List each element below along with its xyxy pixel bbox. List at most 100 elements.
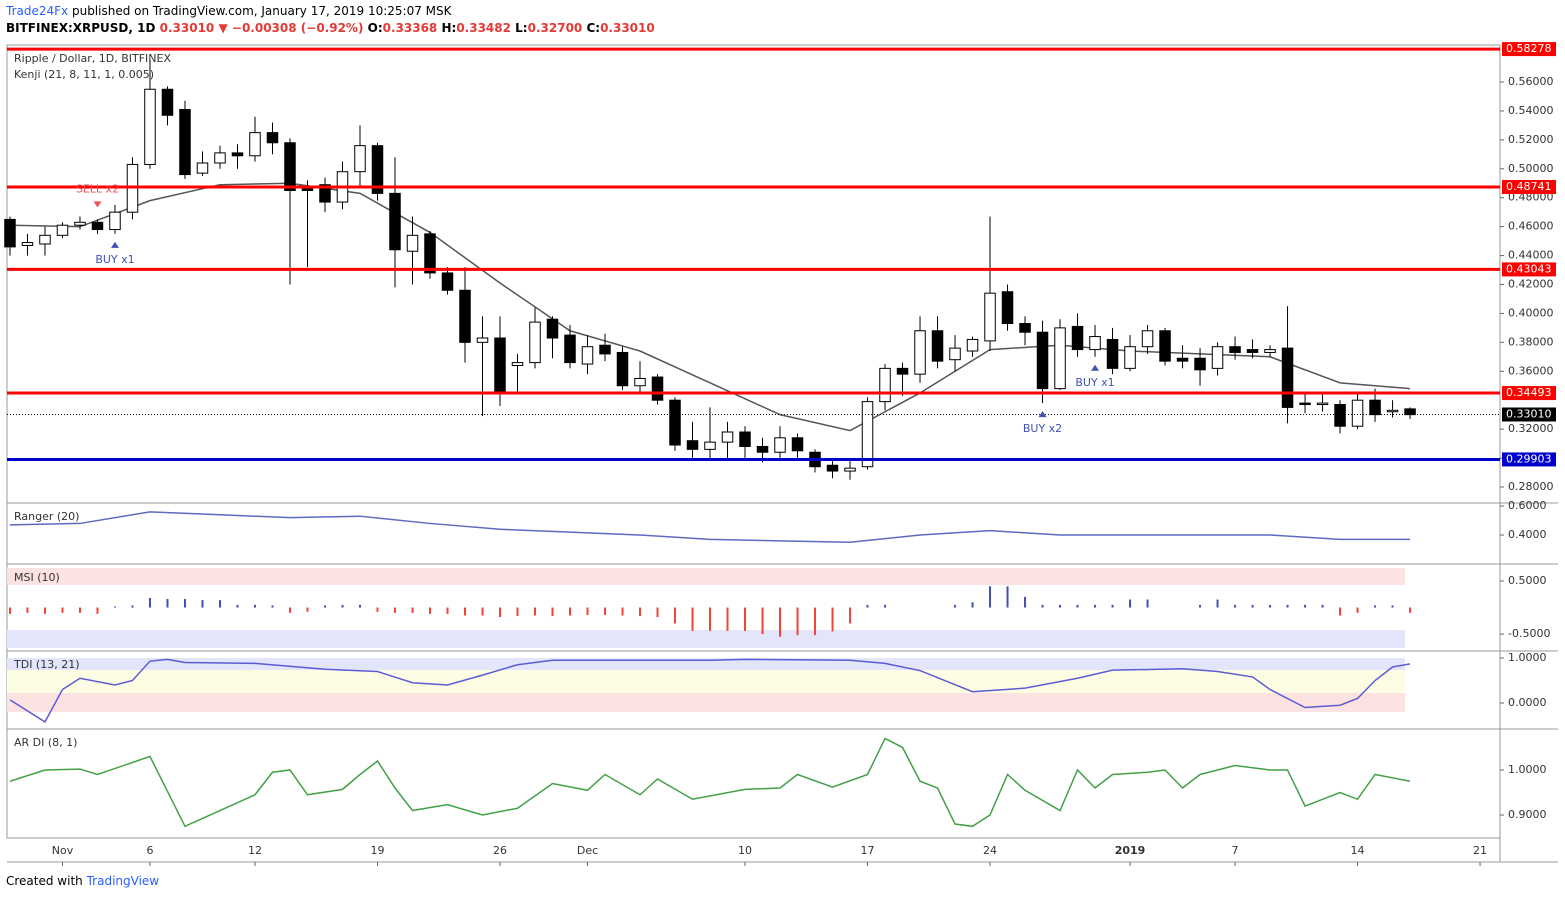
y-tick-label: 0.54000 <box>1508 104 1554 117</box>
signal-arrow <box>1091 364 1100 371</box>
histogram-bar <box>1024 596 1027 608</box>
histogram-bar <box>796 607 799 636</box>
candle-body <box>1316 402 1329 406</box>
x-tick-label: 17 <box>861 844 875 857</box>
low: 0.32700 <box>527 21 583 35</box>
published: published on TradingView.com, January 17… <box>71 4 452 18</box>
y-tick-label: 0.36000 <box>1508 364 1554 377</box>
candle-body <box>739 431 751 447</box>
y-tick-label: 0.50000 <box>1508 162 1554 175</box>
candle-body <box>4 218 16 248</box>
symbol: BITFINEX:XRPUSD, 1D <box>6 21 156 35</box>
histogram-bar <box>1216 599 1219 608</box>
candle-body <box>686 440 699 450</box>
candle-body <box>441 272 454 291</box>
x-tick-label: 2019 <box>1115 844 1146 857</box>
candle-body <box>109 211 121 231</box>
level-tag <box>1502 180 1556 195</box>
candle-body <box>896 367 909 375</box>
histogram-bar <box>761 607 764 635</box>
histogram-bar <box>604 607 607 615</box>
histogram-bar <box>709 607 712 631</box>
threshold-band <box>7 658 1405 670</box>
histogram-bar <box>1234 604 1237 608</box>
price: 0.33010 <box>159 21 215 35</box>
threshold-band <box>7 568 1405 585</box>
panel-title: TDI (13, 21) <box>13 658 80 671</box>
candle-body <box>1299 402 1311 406</box>
candle-body <box>581 346 594 365</box>
y-tick-label: 0.52000 <box>1508 133 1554 146</box>
histogram-bar <box>8 607 11 614</box>
y-tick-label: 0.38000 <box>1508 335 1554 348</box>
y-tick-label: 0.4000 <box>1508 528 1547 541</box>
y-tick-label: -0.5000 <box>1508 627 1550 640</box>
histogram-bar <box>726 607 729 631</box>
histogram-bar <box>534 607 537 616</box>
change: −0.00308 (−0.92%) <box>231 21 364 35</box>
indicator-line <box>9 511 1411 544</box>
symbol-line: BITFINEX:XRPUSD, 1D 0.33010 ▼ −0.00308 (… <box>6 21 655 35</box>
histogram-bar <box>1374 605 1377 608</box>
candle-body <box>1054 327 1066 390</box>
candle-body <box>704 441 716 450</box>
brand[interactable]: Trade24Fx <box>6 4 69 18</box>
footer-brand[interactable]: TradingView <box>86 874 160 888</box>
histogram-bar <box>586 607 589 615</box>
candle-body <box>424 233 436 274</box>
candle-body <box>389 192 401 251</box>
candle-body <box>774 437 786 453</box>
c-label: C: <box>586 21 601 35</box>
histogram-bar <box>971 602 974 608</box>
histogram-bar <box>376 607 379 612</box>
histogram-bar <box>1146 599 1149 608</box>
footer: Created with TradingView <box>6 874 159 888</box>
candle-body <box>1246 349 1259 353</box>
y-tick-label: 0.44000 <box>1508 249 1554 262</box>
signal-arrow <box>1038 411 1047 418</box>
y-tick-label: 0.56000 <box>1508 75 1554 88</box>
candle-body <box>669 399 681 446</box>
panel-title: Ranger (20) <box>14 510 79 523</box>
candle-body <box>529 321 541 364</box>
publish-line: Trade24Fx published on TradingView.com, … <box>6 4 452 18</box>
candle-body <box>1386 409 1399 413</box>
histogram-bar <box>183 599 186 608</box>
candle-body <box>966 338 979 352</box>
candle-body <box>74 221 86 226</box>
candle-body <box>91 221 104 231</box>
x-tick-label: Nov <box>52 844 74 857</box>
level-tag <box>1502 42 1556 57</box>
signal-label: SELL x2 <box>76 182 119 195</box>
histogram-bar <box>1059 604 1062 608</box>
histogram-bar <box>481 607 484 616</box>
candle-body <box>984 292 996 342</box>
histogram-bar <box>218 600 221 608</box>
histogram-bar <box>621 607 624 616</box>
histogram-bar <box>516 607 519 617</box>
indicator-line <box>9 737 1411 828</box>
candle-body <box>161 88 174 116</box>
x-tick-label: 21 <box>1473 844 1487 857</box>
y-tick-label: 1.0000 <box>1508 651 1547 664</box>
candle-body <box>791 437 804 452</box>
candle-body <box>1281 347 1294 408</box>
signal-arrow <box>110 241 119 248</box>
histogram-bar <box>113 606 116 608</box>
x-tick-label: 19 <box>370 844 384 857</box>
histogram-bar <box>323 605 326 608</box>
candle-body <box>1141 330 1154 348</box>
histogram-bar <box>61 607 64 613</box>
histogram-bar <box>1356 607 1359 613</box>
candle-body <box>1264 349 1276 353</box>
histogram-bar <box>551 607 554 617</box>
histogram-bar <box>131 605 134 608</box>
candle-body <box>249 132 261 157</box>
level-label: 0.58278 <box>1506 42 1552 55</box>
plot-frame <box>6 44 1501 839</box>
candle-body <box>1036 331 1049 390</box>
candle-body <box>651 376 664 401</box>
histogram-bar <box>639 607 642 617</box>
level-label: 0.43043 <box>1506 262 1552 275</box>
